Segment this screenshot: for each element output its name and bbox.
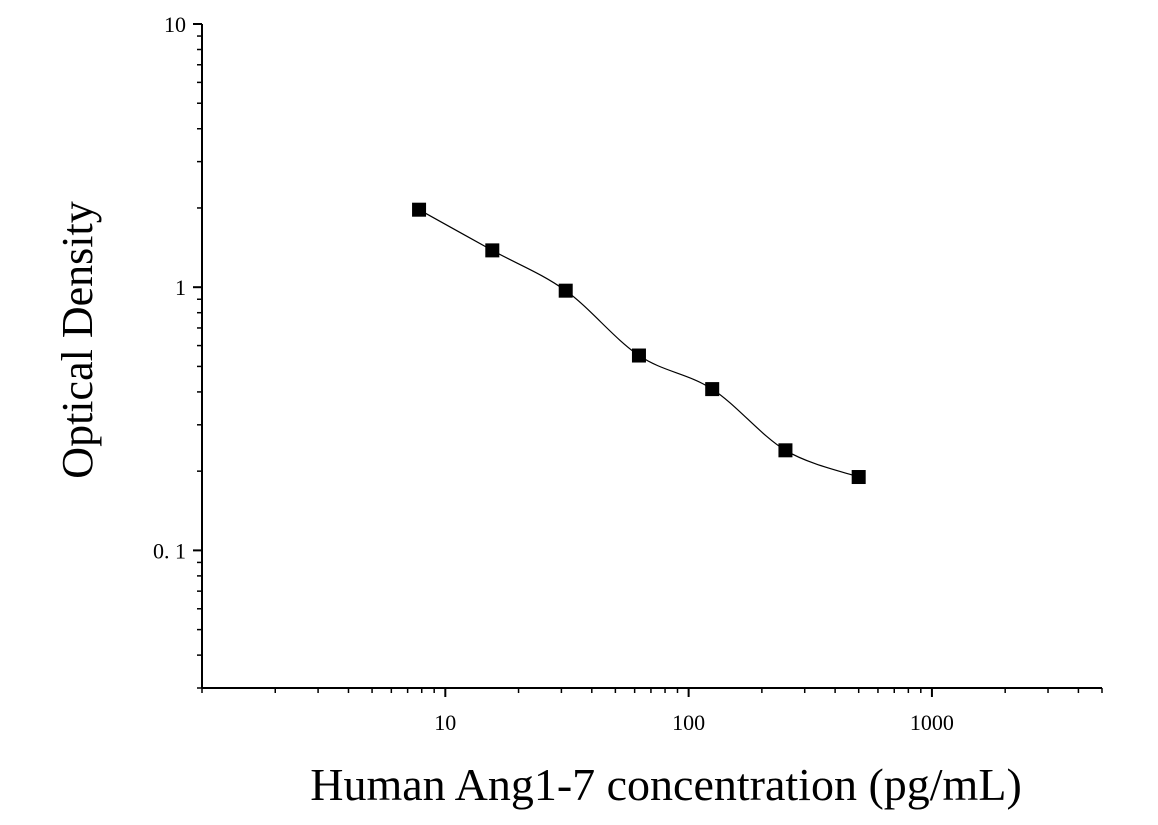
data-point-marker	[412, 202, 427, 217]
data-point-marker	[631, 348, 646, 363]
data-point-marker	[558, 283, 573, 298]
fit-curve-line	[418, 209, 859, 478]
y-tick-label: 1	[175, 275, 186, 300]
data-point-marker	[705, 382, 720, 397]
axes	[201, 24, 1102, 689]
x-tick-label: 1000	[910, 710, 954, 735]
data-point-marker	[851, 470, 866, 485]
tick-labels: 10 100 1000 0. 1 1 10	[153, 12, 954, 735]
y-tick-label: 0. 1	[153, 538, 186, 563]
data-points	[412, 202, 866, 485]
fit-curve	[418, 209, 859, 478]
y-tick-label: 10	[164, 12, 186, 37]
x-tick-label: 100	[672, 710, 705, 735]
data-point-marker	[778, 443, 793, 458]
x-axis-title: Human Ang1-7 concentration (pg/mL)	[310, 759, 1022, 810]
data-point-marker	[485, 243, 500, 258]
x-tick-label: 10	[434, 710, 456, 735]
y-axis-title: Optical Density	[53, 201, 102, 478]
axis-ticks	[193, 23, 1103, 697]
